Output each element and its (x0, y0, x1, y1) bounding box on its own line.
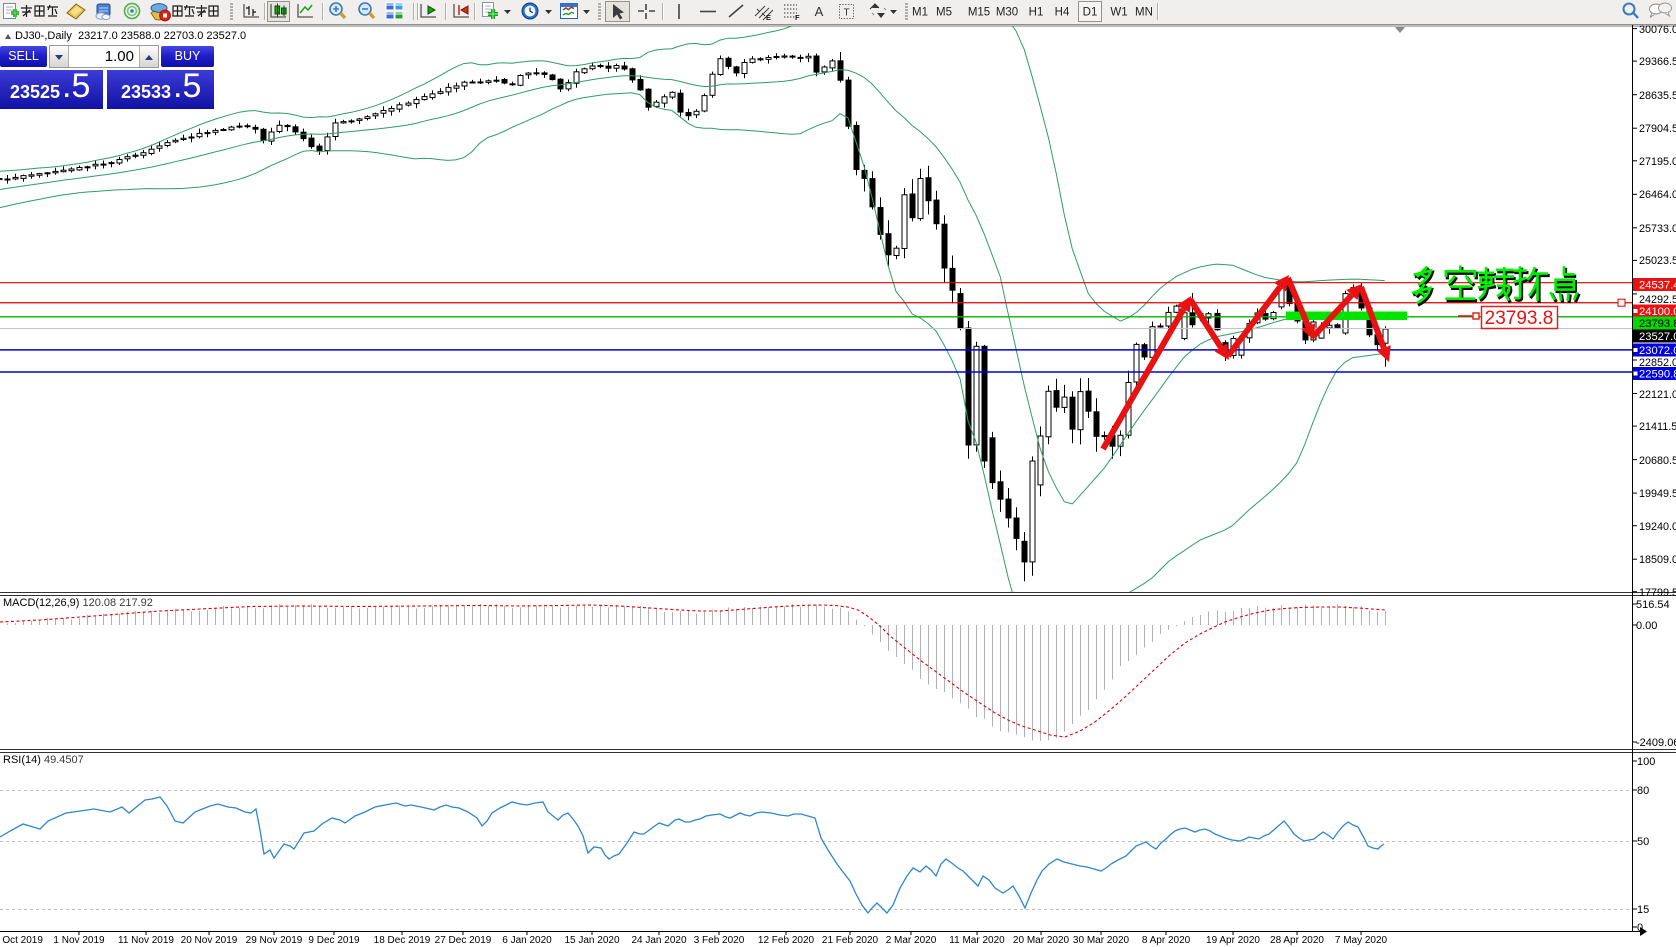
svg-text:22590.8: 22590.8 (1639, 369, 1676, 381)
svg-text:29366.5: 29366.5 (1639, 56, 1676, 68)
svg-text:0.00: 0.00 (1636, 620, 1657, 632)
svg-text:MN: MN (1135, 7, 1153, 19)
svg-text:11 Nov 2019: 11 Nov 2019 (118, 935, 174, 946)
svg-text:19 Apr 2020: 19 Apr 2020 (1206, 935, 1260, 946)
svg-text:12 Feb 2020: 12 Feb 2020 (758, 935, 815, 946)
svg-text:23527.0: 23527.0 (1639, 331, 1676, 343)
svg-text:100: 100 (1637, 756, 1655, 768)
svg-text:23793.8: 23793.8 (1639, 318, 1676, 330)
svg-text:19949.5: 19949.5 (1639, 488, 1676, 500)
svg-text:28635.5: 28635.5 (1639, 90, 1676, 102)
svg-text:20680.5: 20680.5 (1639, 455, 1676, 467)
svg-text:M30: M30 (996, 7, 1018, 19)
svg-text:W1: W1 (1110, 7, 1127, 19)
svg-text:3 Oct 2019: 3 Oct 2019 (0, 935, 43, 946)
svg-text:8 Apr 2020: 8 Apr 2020 (1142, 935, 1191, 946)
svg-text:20 Nov 2019: 20 Nov 2019 (181, 935, 238, 946)
svg-text:18509.0: 18509.0 (1639, 554, 1676, 566)
svg-text:RSI(14) 49.4507: RSI(14) 49.4507 (3, 754, 84, 766)
svg-text:516.54: 516.54 (1636, 599, 1670, 611)
svg-text:50: 50 (1637, 836, 1649, 848)
svg-text:21411.5: 21411.5 (1639, 421, 1676, 433)
svg-text:-2409.06: -2409.06 (1636, 737, 1676, 749)
svg-text:E: E (766, 13, 771, 22)
svg-text:18 Dec 2019: 18 Dec 2019 (374, 935, 431, 946)
svg-text:19240.0: 19240.0 (1639, 521, 1676, 533)
svg-text:6 Jan 2020: 6 Jan 2020 (502, 935, 552, 946)
svg-text:29 Nov 2019: 29 Nov 2019 (246, 935, 303, 946)
svg-text:0: 0 (1637, 922, 1643, 934)
svg-text:25023.5: 25023.5 (1639, 255, 1676, 267)
svg-text:17799.5: 17799.5 (1639, 587, 1676, 599)
svg-text:9 Dec 2019: 9 Dec 2019 (308, 935, 360, 946)
svg-text:H4: H4 (1055, 7, 1070, 19)
svg-text:27 Dec 2019: 27 Dec 2019 (435, 935, 492, 946)
svg-text:23072.0: 23072.0 (1639, 345, 1676, 357)
svg-text:15 Jan 2020: 15 Jan 2020 (564, 935, 619, 946)
svg-text:20 Mar 2020: 20 Mar 2020 (1013, 935, 1070, 946)
svg-text:15: 15 (1637, 904, 1649, 916)
svg-text:T: T (843, 8, 849, 19)
svg-text:26464.0: 26464.0 (1639, 189, 1676, 201)
svg-text:24 Jan 2020: 24 Jan 2020 (631, 935, 686, 946)
svg-text:80: 80 (1637, 785, 1649, 797)
svg-text:24292.5: 24292.5 (1639, 294, 1676, 306)
svg-text:21 Feb 2020: 21 Feb 2020 (822, 935, 879, 946)
svg-text:23793.8: 23793.8 (1485, 308, 1554, 329)
svg-text:25733.0: 25733.0 (1639, 223, 1676, 235)
svg-text:2 Mar 2020: 2 Mar 2020 (886, 935, 937, 946)
svg-text:MACD(12,26,9) 120.08 217.92: MACD(12,26,9) 120.08 217.92 (3, 597, 153, 609)
svg-text:22121.0: 22121.0 (1639, 389, 1676, 401)
svg-text:1 Nov 2019: 1 Nov 2019 (53, 935, 105, 946)
svg-text:F: F (795, 13, 800, 22)
svg-text:M1: M1 (912, 7, 928, 19)
svg-text:H1: H1 (1029, 7, 1044, 19)
svg-text:27904.5: 27904.5 (1639, 123, 1676, 135)
svg-text:M15: M15 (968, 7, 990, 19)
svg-text:22852.0: 22852.0 (1639, 357, 1676, 369)
svg-text:A: A (815, 4, 824, 19)
svg-text:3 Feb 2020: 3 Feb 2020 (694, 935, 745, 946)
svg-text:28 Apr 2020: 28 Apr 2020 (1270, 935, 1324, 946)
svg-text:7 May 2020: 7 May 2020 (1335, 935, 1388, 946)
svg-text:11 Mar 2020: 11 Mar 2020 (949, 935, 1005, 946)
svg-text:30 Mar 2020: 30 Mar 2020 (1073, 935, 1130, 946)
svg-text:24537.4: 24537.4 (1639, 280, 1676, 292)
svg-text:24100.0: 24100.0 (1639, 306, 1676, 318)
svg-text:27195.0: 27195.0 (1639, 156, 1676, 168)
svg-text:D1: D1 (1083, 7, 1098, 19)
svg-text:30076.0: 30076.0 (1639, 25, 1676, 36)
svg-text:M5: M5 (936, 7, 952, 19)
